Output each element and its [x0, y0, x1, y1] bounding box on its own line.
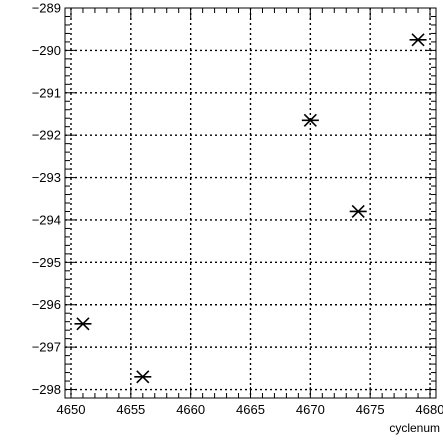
y-tick-label: −297: [32, 340, 61, 355]
x-tick-label: 4675: [356, 402, 385, 417]
marker-stroke: [411, 33, 425, 47]
y-tick-label: −292: [32, 128, 61, 143]
x-axis-label: cyclenum: [389, 421, 440, 435]
y-tick-label: −293: [32, 170, 61, 185]
y-tick-label: −296: [32, 297, 61, 312]
x-tick-label: 4665: [236, 402, 265, 417]
tick-labels: −298 −297 −296 −295 −294 −293 −292 −291 −290 −289…: [32, 1, 443, 418]
x-tick-label: 4650: [57, 402, 86, 417]
data-point: [301, 113, 319, 127]
data-point: [409, 33, 427, 47]
y-tick-label: −291: [32, 85, 61, 100]
marker-stroke: [76, 317, 90, 331]
x-tick-label: 4680: [416, 402, 443, 417]
marker-stroke: [303, 113, 317, 127]
y-tick-label: −295: [32, 255, 61, 270]
y-tick-label: −290: [32, 43, 61, 58]
marker-stroke: [136, 370, 150, 384]
data-point: [134, 370, 152, 384]
x-tick-label: 4660: [176, 402, 205, 417]
y-tick-label: −294: [32, 212, 61, 227]
grid-lines: [65, 8, 436, 398]
marker-stroke: [351, 204, 365, 219]
data-point: [349, 204, 367, 219]
x-tick-label: 4655: [116, 402, 145, 417]
data-points: [74, 33, 427, 384]
y-tick-label: −289: [32, 1, 61, 16]
y-tick-label: −298: [32, 382, 61, 397]
x-tick-label: 4670: [296, 402, 325, 417]
data-point: [74, 317, 92, 331]
axis-ticks: [65, 7, 436, 399]
